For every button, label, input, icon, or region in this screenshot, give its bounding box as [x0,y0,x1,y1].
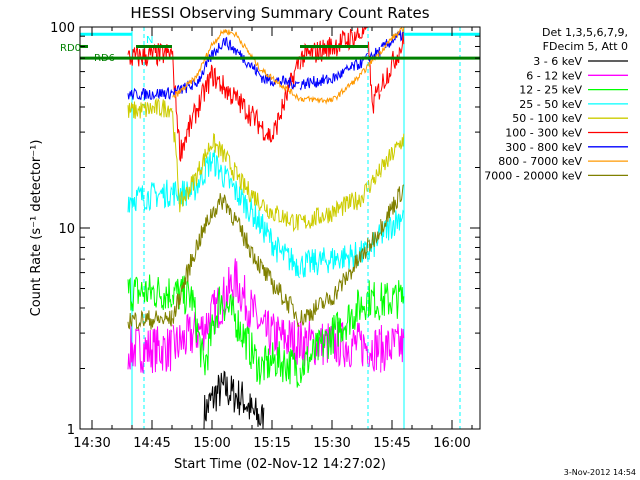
legend: Det 1,3,5,6,7,9, FDecim 5, Att 0 3 - 6 k… [484,26,628,182]
x-tick-label-14-45: 14:45 [133,436,170,451]
series-25-50-kev-line [127,149,405,279]
legend-label-50-100-kev: 50 - 100 keV [512,112,582,125]
legend-header-line-1: Det 1,3,5,6,7,9, [542,26,628,39]
series-12-25-kev-line [127,274,405,388]
series-7000-20000-kev-line [127,184,405,331]
legend-header-line-2: FDecim 5, Att 0 [543,40,628,53]
legend-label-800-7000-kev: 800 - 7000 keV [498,155,582,168]
x-tick-label-15-00: 15:00 [193,436,230,451]
series-800-7000-kev-line [172,26,405,105]
chart-title: HESSI Observing Summary Count Rates [130,4,429,22]
x-tick-label-15-30: 15:30 [313,436,350,451]
y-axis-label: Count Rate (s⁻¹ detector⁻¹) [29,140,44,317]
x-tick-label-15-45: 15:45 [373,436,410,451]
y-tick-label-100: 100 [50,21,75,36]
legend-label-100-300-kev: 100 - 300 keV [505,127,582,140]
n-label: N [146,35,153,46]
series-3-6-kev-line [203,370,265,429]
y-tick-label-1: 1 [67,423,75,438]
legend-label-300-800-kev: 300 - 800 keV [505,141,582,154]
rd6-label: RD6 [94,53,115,64]
x-tick-label-15-15: 15:15 [253,436,290,451]
legend-label-3-6-kev: 3 - 6 keV [533,55,582,68]
x-tick-label-14-30: 14:30 [73,436,110,451]
x-tick-label-16-00: 16:00 [433,436,470,451]
legend-label-7000-20000-kev: 7000 - 20000 keV [484,169,582,182]
legend-label-6-12-kev: 6 - 12 keV [526,69,582,82]
footer-date: 3-Nov-2012 14:54 [564,468,636,477]
tick-layer: 14:30 14:45 15:00 15:15 15:30 15:45 16:00 1 10 10… [50,21,480,451]
series-300-800-kev-line [127,30,405,101]
rd0-label: RD0 [60,43,81,54]
legend-label-25-50-kev: 25 - 50 keV [519,98,582,111]
series-50-100-kev-line [127,97,405,233]
plot-layer [79,26,480,429]
legend-label-12-25-kev: 12 - 25 keV [519,84,582,97]
y-tick-label-10: 10 [58,222,75,237]
x-axis-label: Start Time (02-Nov-12 14:27:02) [174,457,386,472]
